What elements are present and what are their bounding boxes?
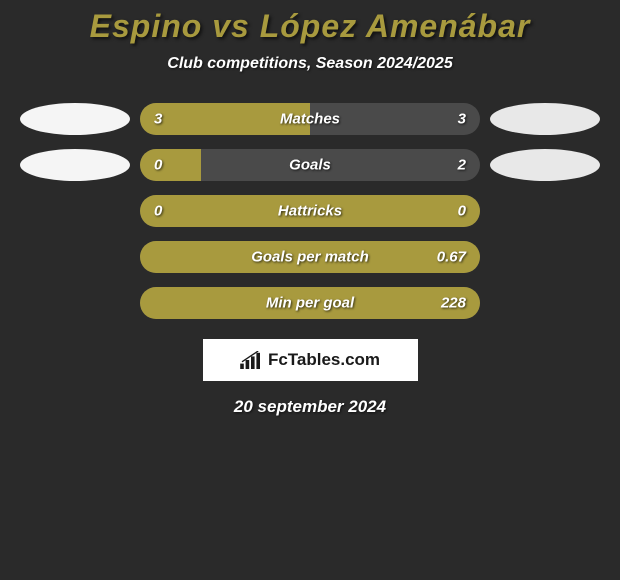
logo-box: FcTables.com [203, 339, 418, 381]
stat-row: Min per goal 228 [0, 287, 620, 319]
stat-label: Hattricks [278, 203, 342, 220]
stat-left-value: 0 [154, 203, 162, 220]
stat-bar: 0 Hattricks 0 [140, 195, 480, 227]
stat-right-value: 0 [458, 203, 466, 220]
page-title: Espino vs López Amenábar [0, 8, 620, 45]
chart-icon [240, 351, 262, 369]
stat-label: Matches [280, 111, 340, 128]
player-oval-left [20, 103, 130, 135]
logo-text: FcTables.com [268, 350, 380, 370]
stat-bar: 3 Matches 3 [140, 103, 480, 135]
stat-label: Min per goal [266, 295, 354, 312]
stat-left-value: 0 [154, 157, 162, 174]
bar-fill [140, 149, 201, 181]
stat-left-value: 3 [154, 111, 162, 128]
stat-right-value: 228 [441, 295, 466, 312]
stat-label: Goals per match [251, 249, 369, 266]
stat-right-value: 2 [458, 157, 466, 174]
stat-row: 3 Matches 3 [0, 103, 620, 135]
date-text: 20 september 2024 [0, 397, 620, 417]
stat-bar: Goals per match 0.67 [140, 241, 480, 273]
stats-container: 3 Matches 3 0 Goals 2 0 Hattricks 0 Goals per mat… [0, 103, 620, 319]
stat-bar: 0 Goals 2 [140, 149, 480, 181]
stat-row: Goals per match 0.67 [0, 241, 620, 273]
stat-row: 0 Goals 2 [0, 149, 620, 181]
subtitle: Club competitions, Season 2024/2025 [0, 55, 620, 73]
player-oval-right [490, 149, 600, 181]
player-oval-right [490, 103, 600, 135]
stat-row: 0 Hattricks 0 [0, 195, 620, 227]
stat-bar: Min per goal 228 [140, 287, 480, 319]
comparison-infographic: Espino vs López Amenábar Club competitio… [0, 0, 620, 417]
player-oval-left [20, 149, 130, 181]
stat-right-value: 0.67 [437, 249, 466, 266]
stat-label: Goals [289, 157, 331, 174]
stat-right-value: 3 [458, 111, 466, 128]
